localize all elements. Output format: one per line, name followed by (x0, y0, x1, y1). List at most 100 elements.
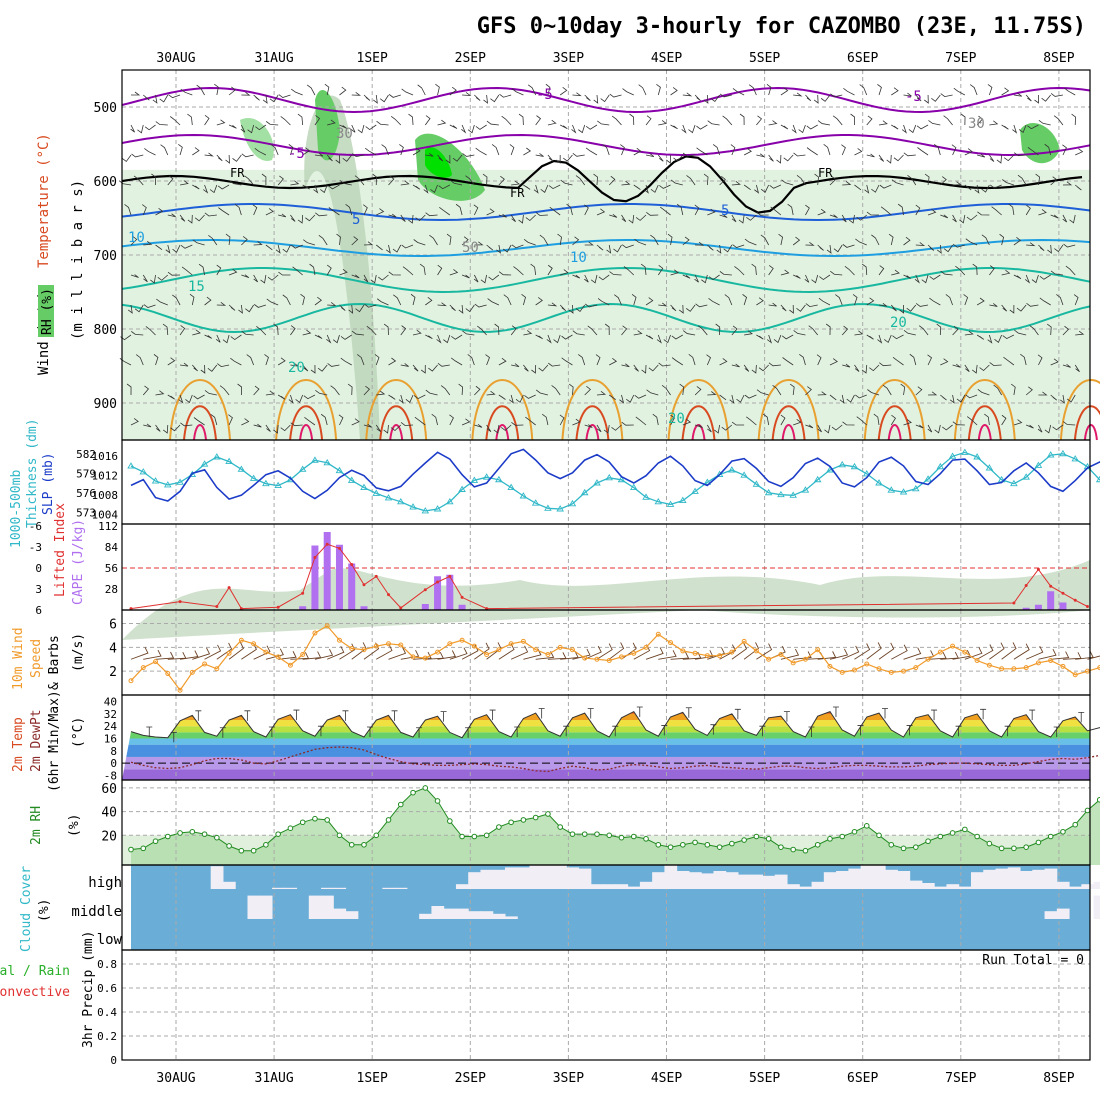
rh2m-point (509, 820, 514, 825)
rh2m-point (889, 842, 894, 847)
date-label-bottom: 7SEP (945, 1071, 976, 1086)
y-label-rh-units: (%) (67, 814, 82, 837)
temp-tick-label: 32 (104, 708, 117, 721)
y-label-thickness1: 1000-500mb (9, 470, 24, 548)
cape-bar (336, 545, 343, 610)
contour-label: 10 (128, 230, 145, 246)
cloud-high-block (530, 865, 543, 889)
cloud-high-block (848, 869, 861, 889)
wind-tick-label: 6 (109, 618, 117, 633)
li-tick-label: 0 (35, 562, 42, 575)
cape-tick-label: 28 (105, 583, 118, 596)
rh2m-point (141, 846, 146, 851)
lifted-index-point (424, 588, 427, 591)
cloud-high-block (566, 867, 579, 889)
contour-label: 20 (288, 360, 305, 376)
contour-label: 30 (336, 126, 353, 142)
rh2m-point (497, 825, 502, 830)
pressure-tick-label: 600 (94, 175, 117, 190)
pressure-tick-label: 500 (94, 101, 117, 116)
cape-tick-label: 56 (105, 562, 118, 575)
rh2m-point (165, 834, 170, 839)
rh2m-point (1048, 834, 1053, 839)
y-label-speed: Speed (29, 639, 44, 678)
slp-tick-label: 1008 (92, 489, 119, 502)
y-label-cloud: Cloud Cover (19, 866, 34, 952)
cloud-level-label: low (97, 932, 123, 948)
cloud-high-block (787, 884, 800, 889)
cloud-middle-block (346, 911, 359, 919)
y-label-2mtemp: 2m Temp (11, 717, 26, 772)
cape-tick-label: 112 (98, 520, 118, 533)
wind-tick-label: 4 (109, 641, 117, 656)
lifted-index-point (1012, 602, 1015, 605)
li-tick-label: 6 (35, 604, 42, 617)
y-label-total-rain: Total / Rain (0, 964, 70, 979)
precip-tick-label: 0.8 (97, 958, 117, 971)
rh2m-point (325, 818, 330, 823)
date-label-top: 4SEP (651, 51, 682, 66)
cloud-middle-block (1045, 911, 1058, 919)
y-label-wind10: 10m Wind (11, 627, 26, 690)
rh2m-point (1061, 829, 1066, 834)
y-label-li: Lifted Index (53, 503, 68, 597)
lifted-index-point (399, 606, 402, 609)
cloud-high-block (861, 865, 874, 889)
lifted-index-point (228, 586, 231, 589)
run-total-label: Run Total = 0 (982, 953, 1084, 968)
rh2m-point (631, 834, 636, 839)
cloud-high-block (897, 871, 910, 889)
rh2m-point (337, 833, 342, 838)
cloud-high-block (628, 887, 641, 889)
pressure-tick-label: 700 (94, 249, 117, 264)
lifted-index-point (301, 592, 304, 595)
cloud-middle-block (480, 911, 493, 919)
date-label-top: 5SEP (749, 51, 780, 66)
precip-tick-label: 0 (110, 1054, 117, 1067)
cloud-high-block (333, 888, 346, 889)
cloud-high-block (1032, 870, 1045, 889)
cape-tick-label: 84 (105, 541, 119, 554)
rh2m-point (1073, 822, 1078, 827)
cloud-middle-block (431, 906, 444, 919)
cloud-high-block (996, 869, 1009, 889)
rh2m-point (803, 848, 808, 853)
y-label-minmax: (6hr Min/Max) (47, 690, 62, 792)
cloud-high-block (775, 875, 788, 889)
date-label-top: 6SEP (847, 51, 878, 66)
cloud-high-block (211, 866, 224, 889)
rh2m-point (1085, 808, 1090, 813)
cloud-high-block (763, 876, 776, 889)
rh2m-point (779, 845, 784, 850)
date-label-bottom: 1SEP (357, 1071, 388, 1086)
date-label-top: 7SEP (945, 51, 976, 66)
cloud-high-block (468, 872, 481, 889)
temp-tick-label: 16 (104, 733, 117, 746)
precip-tick-label: 0.6 (97, 982, 117, 995)
cloud-high-block (750, 875, 763, 889)
rh2m-point (938, 834, 943, 839)
cloud-high-block (1094, 882, 1100, 889)
cloud-high-block (603, 884, 616, 889)
cape-bar (1047, 591, 1054, 610)
lifted-index-point (461, 596, 464, 599)
lifted-index-point (1037, 568, 1040, 571)
rh2m-point (742, 838, 747, 843)
cloud-high-block (517, 867, 530, 889)
cloud-high-block (223, 882, 236, 889)
date-label-bottom: 3SEP (553, 1071, 584, 1086)
cloud-middle-block (468, 911, 481, 919)
rh2m-point (950, 831, 955, 836)
cloud-high-block (689, 872, 702, 889)
rh2m-point (681, 842, 686, 847)
rh2m-point (1012, 846, 1017, 851)
rh2m-point (411, 790, 416, 795)
cloud-middle-block (321, 896, 334, 919)
cloud-high-block (910, 881, 923, 889)
rh2m-point (975, 834, 980, 839)
cloud-high-block (664, 865, 677, 889)
cloud-high-block (824, 872, 837, 889)
cloud-high-block (885, 870, 898, 889)
contour-label: -5 (288, 146, 305, 162)
cloud-high-block (677, 871, 690, 889)
